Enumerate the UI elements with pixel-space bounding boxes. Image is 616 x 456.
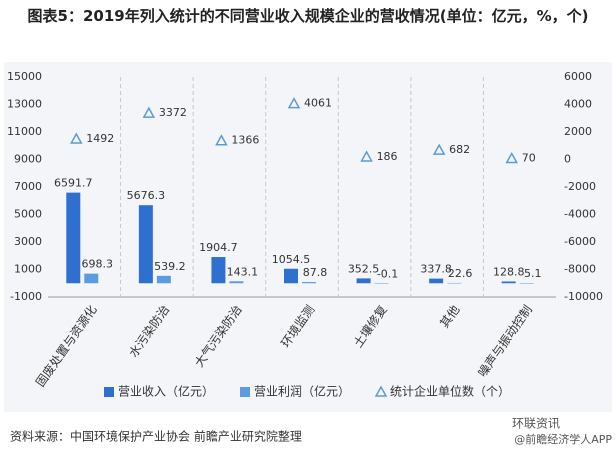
bar	[374, 283, 389, 284]
y-tick-label: 13000	[7, 98, 42, 111]
bar	[156, 275, 171, 284]
data-label: 3372	[159, 106, 187, 119]
bar	[138, 205, 153, 284]
y-tick-label: 5000	[14, 208, 42, 221]
y-tick-label: 1000	[14, 263, 42, 276]
legend-label: 统计企业单位数（个）	[390, 384, 510, 399]
data-label: 128.8	[493, 265, 525, 278]
data-label: 5676.3	[127, 189, 166, 202]
data-label: 1366	[231, 134, 259, 147]
y-tick-label: 15000	[7, 70, 42, 83]
chart-background	[4, 62, 612, 412]
y2-tick-label: 6000	[564, 70, 592, 83]
y2-tick-label: 4000	[564, 98, 592, 111]
bar	[356, 278, 371, 284]
data-label: 682	[449, 143, 470, 156]
legend-marker	[374, 385, 388, 397]
data-label: 186	[377, 150, 398, 163]
marker	[142, 106, 156, 118]
y2-tick-label: 2000	[564, 125, 592, 138]
data-label: 70	[522, 152, 536, 165]
data-label: 4061	[304, 97, 332, 110]
y-tick-label: 7000	[14, 180, 42, 193]
data-label: 352.5	[348, 262, 380, 275]
bar	[284, 268, 298, 284]
marker	[70, 132, 83, 144]
bar	[229, 281, 244, 284]
y2-tick-label: -2000	[564, 180, 596, 193]
marker	[287, 97, 301, 109]
data-label: 1904.7	[199, 241, 238, 254]
watermark: 环联资讯	[512, 417, 560, 431]
data-label: 87.8	[303, 266, 328, 279]
y-tick-label: 3000	[14, 235, 42, 248]
chart-title: 图表5：2019年列入统计的不同营业收入规模企业的营收情况(单位：亿元，%，个)	[27, 7, 589, 25]
bar	[66, 192, 81, 284]
bar	[501, 281, 516, 284]
marker	[360, 150, 373, 162]
bar	[429, 278, 444, 284]
y2-tick-label: 0	[564, 153, 571, 166]
y-tick-label: 11000	[7, 125, 42, 138]
data-label: 1054.5	[272, 253, 311, 266]
source: 资料来源：中国环境保护产业协会 前瞻产业研究院整理	[10, 429, 302, 444]
watermark: @前瞻经济学人APP	[514, 432, 612, 446]
y2-tick-label: -4000	[564, 208, 596, 221]
legend-swatch	[240, 387, 250, 397]
y2-tick-label: -6000	[564, 235, 596, 248]
legend-label: 营业利润（亿元）	[254, 384, 350, 399]
data-label: 698.3	[82, 258, 114, 271]
data-label: 337.8	[420, 263, 452, 276]
y-tick-label: -1000	[10, 290, 42, 303]
bar	[519, 283, 534, 284]
data-label: 539.2	[154, 260, 186, 273]
bar	[302, 282, 316, 284]
marker	[215, 134, 228, 146]
marker	[432, 143, 446, 155]
y2-tick-label: -8000	[564, 263, 596, 276]
data-label: 5.1	[524, 267, 542, 280]
marker	[505, 151, 518, 164]
y2-tick-label: -10000	[564, 290, 603, 303]
data-label: 143.1	[227, 265, 259, 278]
data-label: 6591.7	[54, 177, 93, 190]
data-label: 1492	[86, 132, 114, 145]
y-tick-label: 9000	[14, 153, 42, 166]
bar	[211, 257, 226, 284]
data-label: -0.1	[377, 267, 398, 280]
legend-swatch	[104, 387, 114, 397]
bar	[84, 273, 99, 284]
bar	[447, 282, 462, 284]
data-label: 22.6	[448, 267, 473, 280]
legend-label: 营业收入（亿元）	[118, 384, 214, 399]
